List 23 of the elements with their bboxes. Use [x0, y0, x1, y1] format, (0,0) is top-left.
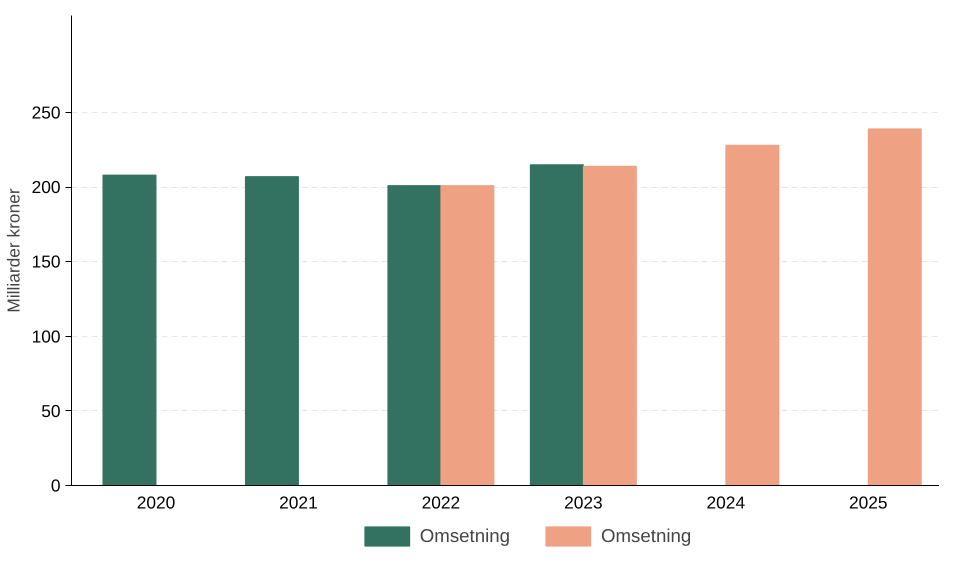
x-tick-label: 2024 — [706, 492, 746, 512]
bar — [244, 176, 299, 486]
x-tick-label: 2020 — [136, 492, 176, 512]
bar — [102, 174, 156, 486]
bar — [582, 166, 637, 486]
x-tick-label: 2025 — [848, 492, 888, 512]
bar — [387, 185, 442, 486]
legend-label: Omsetning — [420, 525, 510, 547]
y-tick-label: 0 — [50, 476, 61, 496]
legend-label: Omsetning — [601, 525, 692, 547]
y-tick-label: 150 — [32, 252, 61, 272]
y-tick-label: 250 — [32, 102, 61, 122]
bar — [440, 185, 494, 486]
bar — [725, 144, 780, 486]
bar — [530, 164, 584, 486]
y-tick-label: 50 — [41, 400, 61, 421]
x-tick-label: 2022 — [422, 492, 460, 512]
y-tick-label: 100 — [32, 326, 61, 346]
x-tick-label: 2021 — [279, 492, 318, 512]
x-tick-label: 2023 — [564, 492, 603, 512]
bar — [868, 128, 922, 486]
y-tick-label: 200 — [32, 177, 61, 198]
y-axis-title: Milliarder kroner — [4, 188, 24, 313]
